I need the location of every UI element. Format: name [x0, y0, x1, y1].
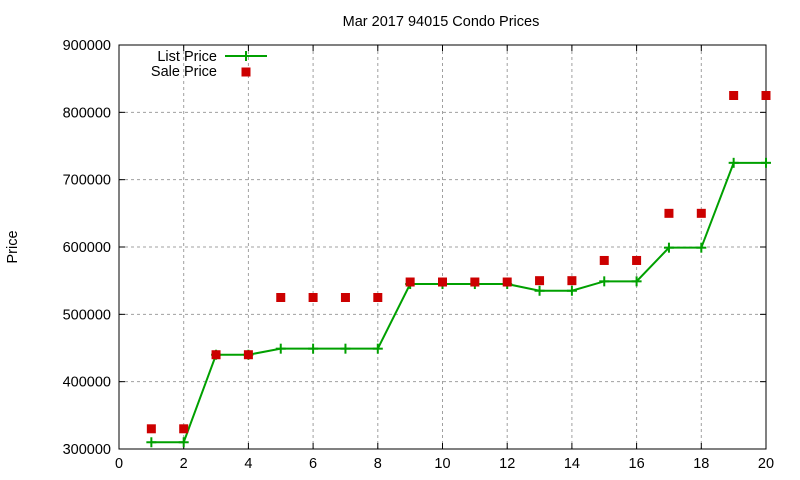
y-tick-label: 700000	[63, 173, 111, 189]
x-tick-label: 4	[244, 456, 252, 472]
x-tick-label: 10	[434, 456, 450, 472]
axis-ticks: 0 2 4 6 8 10 12 14 16 18 20 300000 400000 500000 60000…	[63, 38, 774, 472]
y-tick-label: 300000	[63, 442, 111, 458]
x-tick-label: 6	[309, 456, 317, 472]
x-tick-label: 14	[564, 456, 580, 472]
y-tick-label: 500000	[63, 307, 111, 323]
series-list-price	[146, 157, 771, 448]
legend-label: List Price	[157, 49, 217, 65]
x-tick-label: 18	[693, 456, 709, 472]
x-tick-label: 0	[115, 456, 123, 472]
x-tick-label: 8	[374, 456, 382, 472]
x-tick-label: 2	[180, 456, 188, 472]
y-axis-label: Price	[5, 230, 21, 263]
y-tick-label: 800000	[63, 105, 111, 121]
series-sale-price	[146, 91, 771, 434]
y-tick-label: 400000	[63, 375, 111, 391]
chart-title: Mar 2017 94015 Condo Prices	[343, 14, 540, 30]
y-tick-label: 900000	[63, 38, 111, 54]
x-tick-label: 16	[629, 456, 645, 472]
legend-label: Sale Price	[151, 64, 217, 80]
data-series	[146, 91, 771, 448]
grid-lines	[119, 45, 766, 449]
x-tick-label: 20	[758, 456, 774, 472]
x-tick-label: 12	[499, 456, 515, 472]
y-tick-label: 600000	[63, 240, 111, 256]
